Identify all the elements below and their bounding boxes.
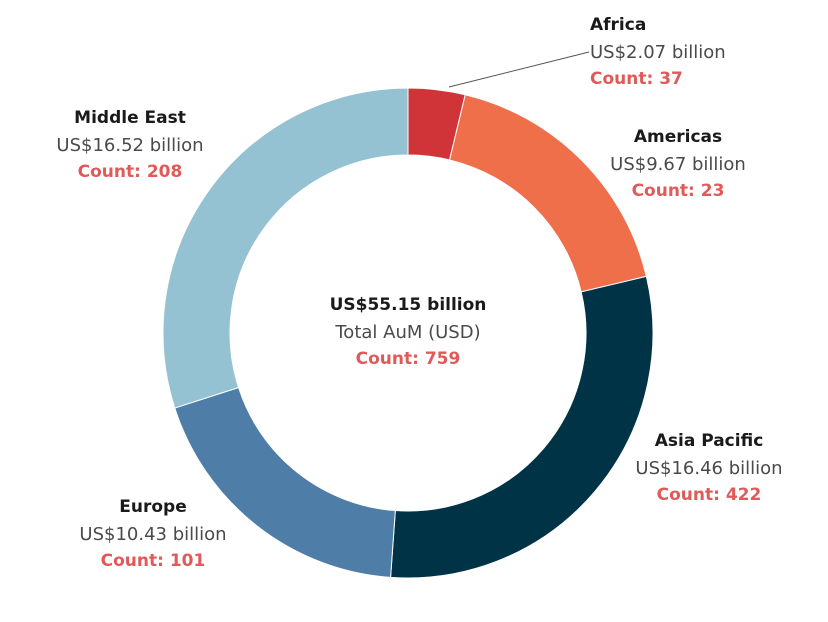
label-africa-name: Africa (590, 15, 647, 35)
slice-asia-pacific (390, 275, 654, 579)
center-total: US$55.15 billion (329, 295, 487, 315)
label-americas-name: Americas (633, 127, 723, 147)
center-subtitle: Total AuM (USD) (335, 322, 481, 343)
label-asia-pacific-name: Asia Pacific (654, 431, 764, 451)
label-europe-name: Europe (119, 497, 187, 517)
label-middle-east: Middle East US$16.52 billion Count: 208 (45, 105, 215, 186)
label-americas: Americas US$9.67 billion Count: 23 (598, 124, 758, 205)
label-africa-count: Count: 37 (590, 69, 683, 89)
africa-leader-line (448, 51, 590, 88)
center-count: Count: 759 (355, 349, 461, 369)
label-africa: Africa US$2.07 billion Count: 37 (590, 12, 726, 93)
label-asia-pacific-value: US$16.46 billion (635, 458, 783, 479)
label-asia-pacific-count: Count: 422 (656, 485, 762, 505)
label-middle-east-value: US$16.52 billion (56, 135, 204, 156)
label-middle-east-count: Count: 208 (77, 162, 183, 182)
label-europe: Europe US$10.43 billion Count: 101 (68, 494, 238, 575)
slice-middle-east (162, 87, 409, 409)
label-americas-value: US$9.67 billion (610, 154, 746, 175)
label-asia-pacific: Asia Pacific US$16.46 billion Count: 422 (624, 428, 794, 509)
label-americas-count: Count: 23 (631, 181, 725, 201)
label-africa-value: US$2.07 billion (590, 42, 726, 63)
label-europe-value: US$10.43 billion (79, 524, 227, 545)
label-europe-count: Count: 101 (100, 551, 206, 571)
center-summary: US$55.15 billion Total AuM (USD) Count: … (258, 292, 558, 373)
label-middle-east-name: Middle East (74, 108, 186, 128)
